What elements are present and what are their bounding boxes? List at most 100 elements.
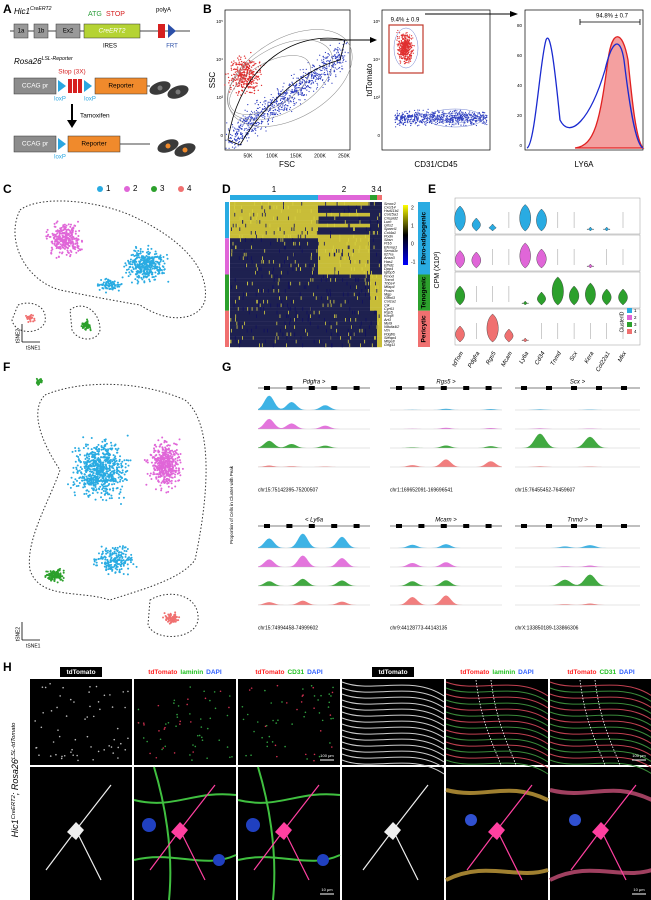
cell-dot: [173, 442, 176, 445]
cell-dot: [159, 473, 162, 476]
flow-dot: [227, 73, 229, 75]
cell-dot: [53, 233, 56, 236]
flow-dot: [251, 128, 253, 130]
cell-dot: [114, 571, 117, 574]
cell-dot: [133, 258, 136, 261]
flow-dot: [403, 37, 406, 39]
flow-dot: [244, 57, 247, 59]
flow-dot: [347, 52, 349, 54]
flow-dot: [404, 52, 406, 54]
cell-dot: [74, 230, 77, 233]
flow-dot: [482, 119, 484, 121]
cell-dot: [125, 268, 128, 271]
flow-dot: [251, 116, 253, 118]
flow-dot: [236, 68, 239, 70]
flow-dot: [240, 119, 242, 121]
cell-dot: [101, 557, 104, 560]
cell-dot: [116, 281, 119, 284]
flow-dot: [312, 82, 315, 84]
flow-dot: [251, 71, 253, 74]
flow-dot: [241, 127, 243, 130]
cell-dot: [173, 452, 176, 455]
cell-dot: [124, 466, 127, 469]
flow-dot: [425, 124, 427, 126]
flow-dot: [244, 69, 246, 71]
cell-dot: [150, 461, 153, 464]
flow-dot: [304, 99, 306, 101]
flow-dot: [399, 48, 401, 50]
frt-triangle: [168, 24, 176, 38]
flow-dot: [256, 82, 258, 85]
flow-dot: [435, 121, 437, 123]
flow-dot: [250, 86, 253, 88]
flow-dot: [481, 122, 483, 124]
flow-dot: [409, 58, 411, 61]
flow-dot: [236, 69, 239, 72]
cell-dot: [65, 230, 68, 233]
flow-dot: [251, 78, 254, 81]
flow-dot: [245, 117, 247, 119]
cell-dot: [161, 446, 164, 449]
cell-dot: [88, 479, 91, 482]
flow-dot: [413, 109, 416, 112]
label: 10³: [216, 95, 223, 100]
flow-dot: [259, 101, 261, 104]
cell-dot: [93, 469, 96, 472]
cell-dot: [177, 479, 180, 482]
flow-dot: [226, 122, 228, 124]
flow-dot: [302, 87, 304, 90]
flow-dot: [414, 114, 416, 116]
flow-dot: [305, 68, 307, 70]
flow-dot: [255, 117, 258, 119]
flow-dot: [446, 121, 448, 123]
flow-dot: [242, 65, 245, 67]
flow-dot: [256, 99, 258, 102]
cell-dot: [73, 246, 76, 249]
flow-dot: [464, 119, 467, 121]
flow-dot: [453, 124, 455, 126]
label: 9.4% ± 0.9: [391, 18, 420, 24]
cell-dot: [31, 314, 34, 317]
cell-dot: [124, 470, 127, 473]
flow-dot: [237, 92, 240, 94]
cell-dot: [91, 474, 94, 477]
flow-dot: [240, 123, 242, 125]
cell-dot: [54, 576, 57, 579]
flow-dot: [264, 117, 266, 119]
cell-dot: [156, 473, 159, 476]
cell-dot: [167, 280, 170, 283]
flow-dot: [242, 81, 244, 83]
flow-dot: [401, 37, 403, 39]
label: 94.8% ± 0.7: [596, 14, 629, 20]
flow-dot: [334, 55, 336, 57]
flow-dot: [254, 117, 256, 119]
cell-dot: [174, 470, 177, 473]
flow-dot: [275, 102, 277, 105]
flow-dot: [448, 118, 450, 120]
flow-dot: [244, 116, 246, 118]
flow-dot: [419, 121, 421, 123]
cell-dot: [95, 478, 98, 481]
flow-dot: [402, 117, 404, 119]
cell-dot: [86, 489, 89, 492]
cell-dot: [145, 483, 148, 486]
label: tSNE1: [26, 643, 41, 649]
label: Stop (3X): [58, 69, 85, 76]
cell-dot: [82, 446, 85, 449]
flow-dot: [247, 77, 249, 80]
flow-dot: [412, 119, 414, 121]
cell-dot: [159, 443, 162, 446]
flow-dot: [283, 96, 285, 98]
flow-dot: [394, 115, 396, 117]
flow-dot: [295, 84, 298, 86]
heat-noise: [287, 205, 289, 210]
flow-dot: [425, 122, 427, 124]
cell-dot: [133, 262, 136, 265]
flow-dot: [279, 109, 281, 111]
flow-dot: [443, 116, 445, 118]
cell-dot: [162, 256, 165, 259]
flow-dot: [251, 91, 253, 94]
cell-dot: [178, 471, 181, 474]
flow-dot: [243, 55, 246, 57]
cell-dot: [92, 563, 95, 566]
